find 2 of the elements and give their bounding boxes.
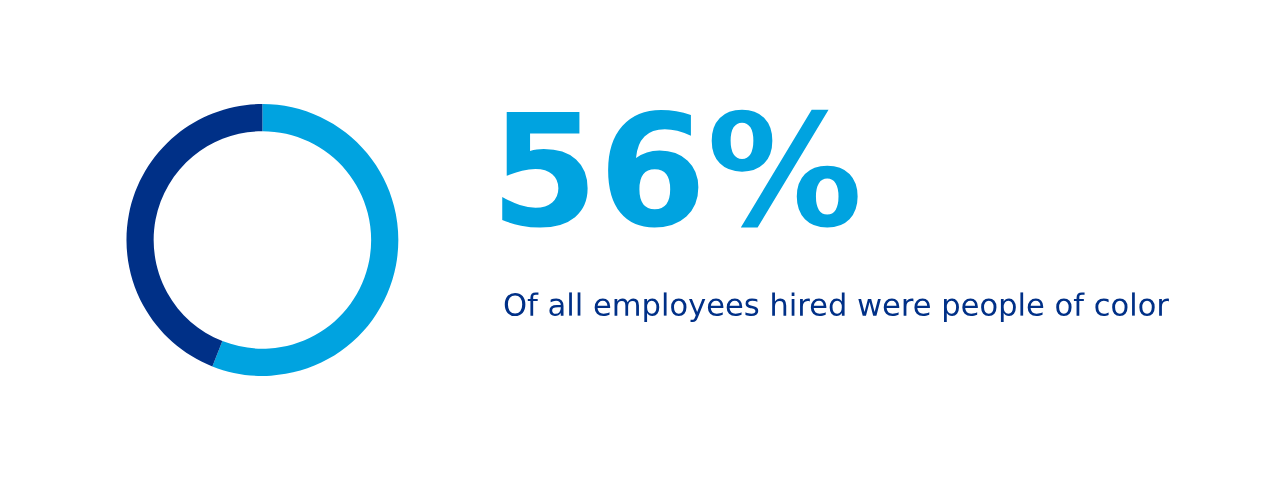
data-label: 56%: [502, 109, 858, 228]
text: Of all employees hired were people of color: [504, 292, 1169, 322]
